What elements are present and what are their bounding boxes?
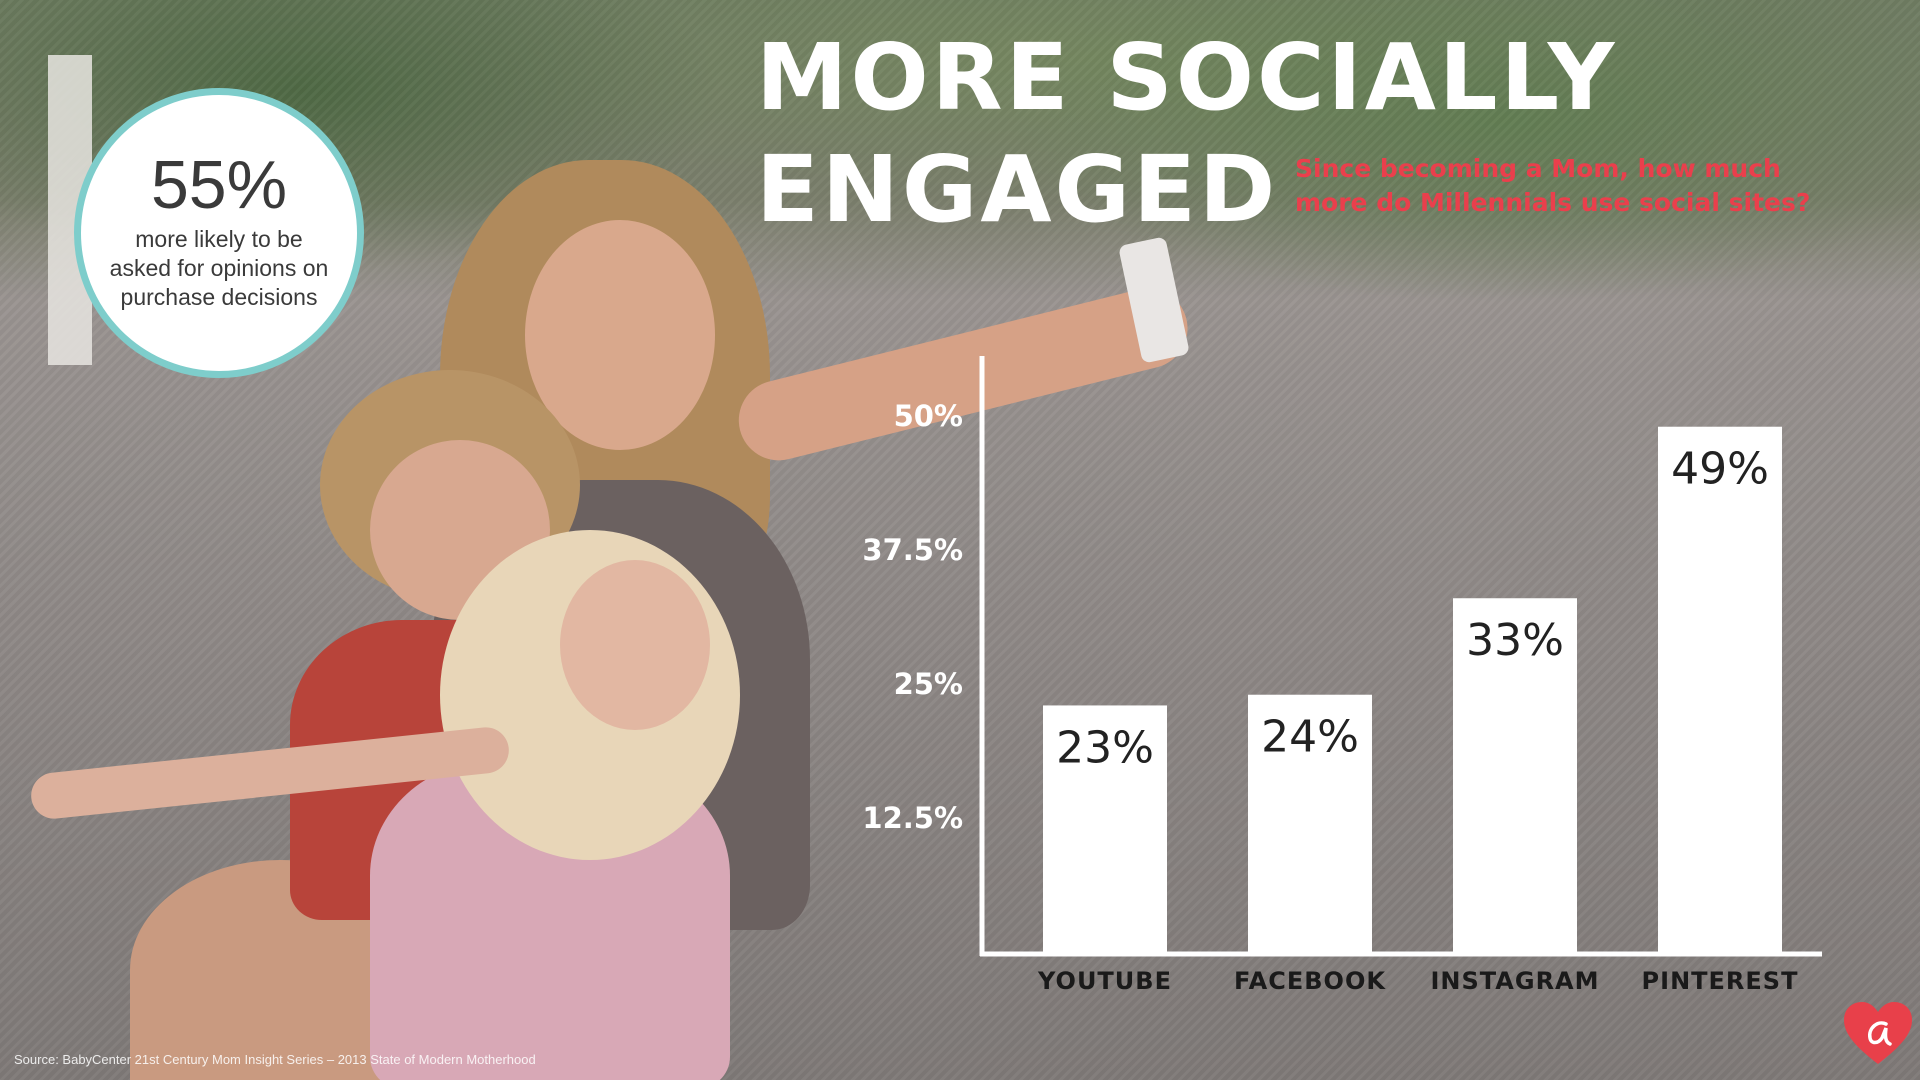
bar-youtube [1043, 705, 1167, 952]
mother-face [525, 220, 715, 450]
stat-text: more likely to be asked for opinions on … [109, 226, 329, 310]
y-tick-labels: 12.5% 25% 37.5% 50% [862, 399, 963, 835]
category-label: INSTAGRAM [1430, 967, 1599, 995]
y-tick-label: 50% [894, 399, 963, 433]
stat-number: 55% [150, 147, 288, 223]
bars [1043, 426, 1782, 953]
title-line-1: MORE SOCIALLY [756, 24, 1618, 131]
category-label: YOUTUBE [1037, 967, 1172, 995]
title-line-2: ENGAGED [756, 136, 1279, 243]
heart-logo-icon [1844, 1002, 1912, 1064]
y-tick-label: 37.5% [862, 533, 963, 567]
bar-pinterest [1658, 426, 1782, 953]
source-note: Source: BabyCenter 21st Century Mom Insi… [14, 1052, 536, 1067]
category-label: FACEBOOK [1234, 967, 1386, 995]
value-label: 33% [1466, 615, 1564, 666]
page-title: MORE SOCIALLY ENGAGED [756, 22, 1614, 246]
value-labels: 23% 24% 33% 49% [1056, 444, 1769, 774]
category-label: PINTEREST [1642, 967, 1799, 995]
bar-facebook [1248, 694, 1372, 952]
bar-instagram [1453, 598, 1577, 952]
category-labels: YOUTUBE FACEBOOK INSTAGRAM PINTEREST [1037, 967, 1799, 995]
chart-question: Since becoming a Mom, how much more do M… [1295, 154, 1811, 217]
value-label: 49% [1671, 444, 1769, 495]
stat-circle: 55% more likely to be asked for opinions… [74, 88, 364, 378]
y-tick-label: 12.5% [862, 801, 963, 835]
y-tick-label: 25% [894, 667, 963, 701]
value-label: 24% [1261, 712, 1359, 763]
girl-face [560, 560, 710, 730]
value-label: 23% [1056, 722, 1154, 773]
